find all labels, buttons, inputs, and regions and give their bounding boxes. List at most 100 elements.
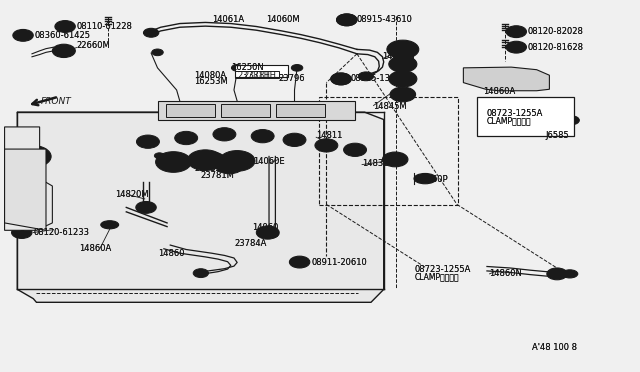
Circle shape <box>283 133 306 147</box>
Circle shape <box>186 102 196 108</box>
FancyBboxPatch shape <box>166 105 216 117</box>
Text: B: B <box>514 29 519 35</box>
Circle shape <box>13 145 51 167</box>
Text: 08360-61425: 08360-61425 <box>35 31 90 40</box>
Circle shape <box>141 138 154 145</box>
Text: CLAMPクランプ: CLAMPクランプ <box>414 272 459 281</box>
Text: 14860: 14860 <box>158 250 185 259</box>
Text: 14860A: 14860A <box>483 87 515 96</box>
Text: W: W <box>343 17 351 23</box>
Circle shape <box>315 139 338 152</box>
Text: 22660M: 22660M <box>77 41 110 50</box>
Text: 08723-1255A: 08723-1255A <box>414 265 470 274</box>
Circle shape <box>358 72 374 81</box>
Polygon shape <box>17 112 384 302</box>
Circle shape <box>291 64 303 71</box>
Text: B: B <box>63 23 68 29</box>
Circle shape <box>180 134 193 142</box>
Text: 08120-82028: 08120-82028 <box>528 27 584 36</box>
Text: 08915-43610: 08915-43610 <box>357 15 413 24</box>
Text: W: W <box>337 76 345 82</box>
Text: FRONT: FRONT <box>41 97 72 106</box>
Text: 22660M: 22660M <box>77 41 110 50</box>
Text: 23781M: 23781M <box>201 171 235 180</box>
FancyBboxPatch shape <box>221 105 270 117</box>
Text: 14811: 14811 <box>316 131 342 140</box>
Text: 14860A: 14860A <box>79 244 111 253</box>
Text: 14832: 14832 <box>362 158 388 168</box>
Text: CLAMPクランプ: CLAMPクランプ <box>487 116 532 125</box>
Circle shape <box>261 229 274 236</box>
Text: 14061A: 14061A <box>212 15 244 24</box>
Circle shape <box>136 135 159 148</box>
Text: 08915-13610: 08915-13610 <box>351 74 406 83</box>
Text: 14860A: 14860A <box>79 244 111 253</box>
Circle shape <box>216 158 244 174</box>
Text: 14820M: 14820M <box>115 190 148 199</box>
Circle shape <box>195 154 216 166</box>
Circle shape <box>390 87 415 102</box>
Text: 08915-43610: 08915-43610 <box>357 15 413 24</box>
Text: B: B <box>514 44 519 50</box>
Text: 14860N: 14860N <box>490 269 522 278</box>
Text: 16253M: 16253M <box>194 77 228 86</box>
Text: 14060E: 14060E <box>253 157 285 166</box>
Text: W: W <box>343 17 351 23</box>
Text: 23781H: 23781H <box>244 71 276 80</box>
Text: 08723-1255A: 08723-1255A <box>487 109 543 118</box>
Polygon shape <box>4 127 52 230</box>
Circle shape <box>256 132 269 140</box>
Text: J6585: J6585 <box>545 131 570 140</box>
Circle shape <box>222 161 237 170</box>
Circle shape <box>506 26 527 38</box>
Text: 14860: 14860 <box>158 250 185 259</box>
Circle shape <box>163 156 184 168</box>
FancyBboxPatch shape <box>276 105 325 117</box>
Text: 23784A: 23784A <box>234 239 266 248</box>
Circle shape <box>13 29 33 41</box>
Text: 14832: 14832 <box>362 158 388 168</box>
Circle shape <box>383 152 408 167</box>
Text: 14811: 14811 <box>316 131 342 140</box>
Circle shape <box>220 151 255 171</box>
Circle shape <box>288 136 301 144</box>
Text: 23785N: 23785N <box>195 164 227 173</box>
Circle shape <box>232 64 243 71</box>
Circle shape <box>295 102 305 108</box>
Circle shape <box>349 146 362 154</box>
Text: CLAMPクランプ: CLAMPクランプ <box>414 272 459 281</box>
Circle shape <box>12 227 32 238</box>
Circle shape <box>188 150 223 170</box>
Circle shape <box>198 152 226 168</box>
Circle shape <box>389 71 417 87</box>
Circle shape <box>193 269 209 278</box>
Text: 08110-61228: 08110-61228 <box>77 22 132 31</box>
Text: S: S <box>20 32 26 38</box>
Ellipse shape <box>562 270 578 278</box>
Text: 14060E: 14060E <box>253 157 285 166</box>
Text: 23781H: 23781H <box>237 71 270 80</box>
Circle shape <box>227 155 247 167</box>
Circle shape <box>256 226 279 239</box>
Circle shape <box>396 60 410 68</box>
Text: 14080A: 14080A <box>194 71 226 80</box>
Text: 16253M: 16253M <box>194 77 228 86</box>
Text: 08110-61228: 08110-61228 <box>77 22 132 31</box>
Circle shape <box>154 153 164 159</box>
Text: 14860P: 14860P <box>416 175 448 184</box>
Ellipse shape <box>100 221 118 229</box>
Text: 08120-81628: 08120-81628 <box>528 43 584 52</box>
Text: N: N <box>297 259 303 265</box>
Text: 08911-20610: 08911-20610 <box>311 257 367 267</box>
Circle shape <box>266 230 278 238</box>
Circle shape <box>175 131 198 145</box>
Text: A'48 100 8: A'48 100 8 <box>532 343 577 352</box>
Circle shape <box>204 156 220 164</box>
Circle shape <box>331 73 351 85</box>
Text: 23796: 23796 <box>278 74 305 83</box>
Text: 14845M: 14845M <box>374 102 407 111</box>
Text: A'48 100 8: A'48 100 8 <box>532 343 577 352</box>
Text: 14860A: 14860A <box>483 87 515 96</box>
Text: 14860N: 14860N <box>490 269 522 278</box>
Text: B: B <box>19 230 24 235</box>
